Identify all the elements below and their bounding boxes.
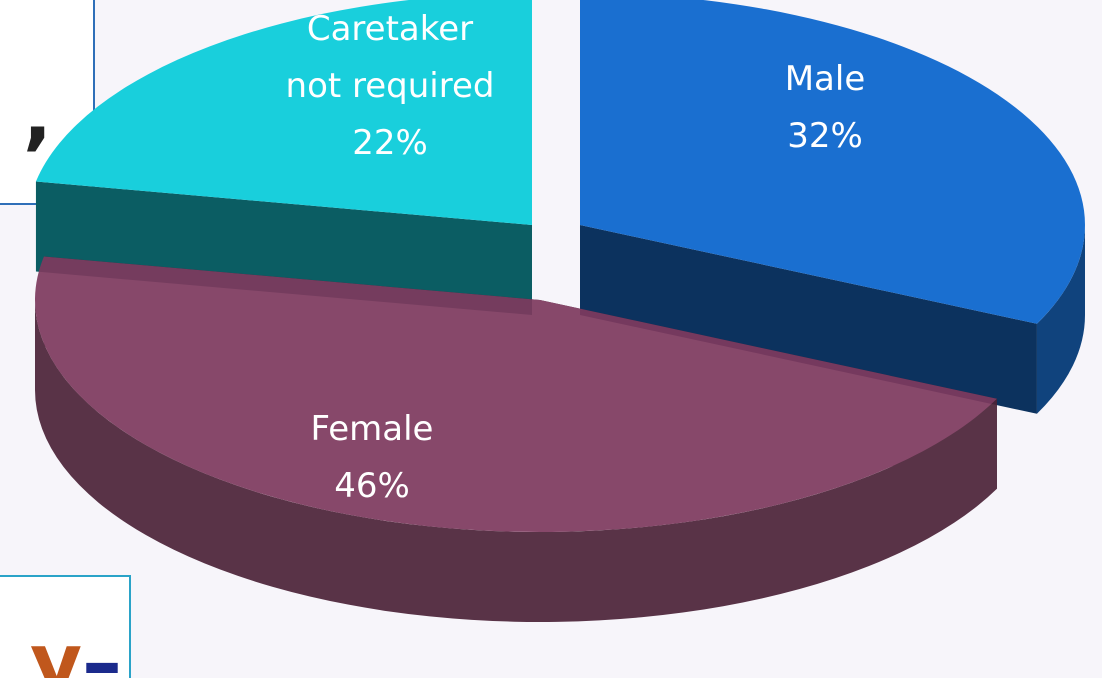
slice-label: Female — [311, 409, 434, 449]
slice-value-label: 46% — [334, 466, 410, 506]
slice-label: Male — [785, 59, 866, 99]
slice-label-line: not required — [286, 66, 495, 106]
pie-slice — [35, 0, 532, 225]
slice-label-line: Caretaker — [307, 9, 473, 49]
text-box — [0, 575, 131, 678]
slice — [34, 256, 997, 622]
slice-value-label: 22% — [352, 123, 428, 163]
annotation: y — [30, 616, 82, 678]
slice-side — [580, 225, 1037, 414]
pie-slice — [34, 256, 997, 533]
slice-wall — [1036, 225, 1085, 414]
slice-label: Caretaker not required — [286, 9, 495, 106]
slice-value-label: 32% — [787, 116, 863, 156]
pie-slice — [580, 0, 1086, 324]
slice-wall — [35, 300, 997, 622]
annotation: – — [82, 616, 122, 678]
slice — [580, 0, 1086, 414]
